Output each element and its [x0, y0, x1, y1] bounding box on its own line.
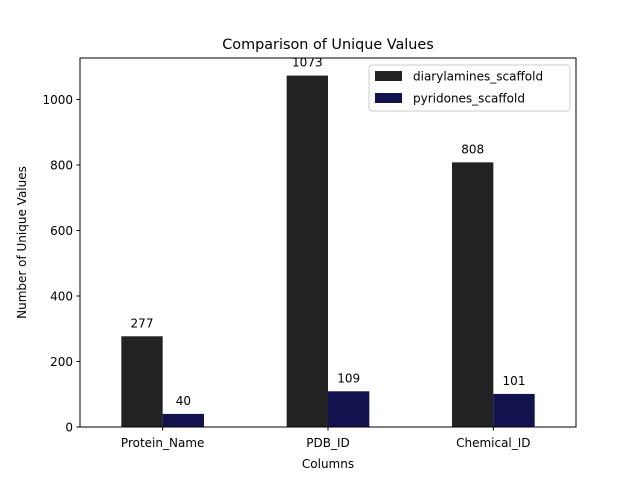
chart-title: Comparison of Unique Values [222, 37, 434, 53]
bar-diarylamines_scaffold-PDB_ID [286, 75, 328, 428]
data-label-pyridones_scaffold-Protein_Name: 40 [176, 394, 191, 408]
legend-box [368, 64, 571, 112]
x-axis-label: Columns [302, 457, 354, 471]
bar-diarylamines_scaffold-Protein_Name [121, 336, 163, 427]
bar-pyridones_scaffold-Chemical_ID [493, 393, 535, 427]
x-tick-label: Protein_Name [121, 436, 204, 450]
x-tick-label: PDB_ID [306, 436, 350, 450]
legend-swatch-pyridones_scaffold [375, 93, 402, 103]
y-axis-label: Number of Unique Values [15, 166, 29, 319]
bar-pyridones_scaffold-PDB_ID [328, 391, 370, 427]
legend-swatch-diarylamines_scaffold [375, 71, 402, 81]
bar-pyridones_scaffold-Protein_Name [162, 413, 204, 427]
data-label-diarylamines_scaffold-Chemical_ID: 808 [461, 142, 484, 156]
data-label-diarylamines_scaffold-Protein_Name: 277 [131, 316, 154, 330]
y-tick-label: 400 [50, 289, 73, 303]
y-tick-label: 1000 [42, 93, 73, 107]
y-tick-label: 200 [50, 355, 73, 369]
data-label-pyridones_scaffold-PDB_ID: 109 [337, 371, 360, 385]
legend: diarylamines_scaffold pyridones_scaffold [368, 64, 571, 112]
legend-label-diarylamines_scaffold: diarylamines_scaffold [413, 70, 543, 84]
y-tick-label: 800 [50, 158, 73, 172]
x-tick-label: Chemical_ID [456, 436, 530, 450]
y-tick-label: 600 [50, 224, 73, 238]
legend-label-pyridones_scaffold: pyridones_scaffold [413, 92, 525, 106]
plot-frame [79, 57, 577, 428]
bar-diarylamines_scaffold-Chemical_ID [452, 162, 494, 427]
y-tick-label: 0 [65, 421, 73, 435]
data-label-pyridones_scaffold-Chemical_ID: 101 [503, 374, 526, 388]
data-label-diarylamines_scaffold-PDB_ID: 1073 [292, 56, 323, 70]
